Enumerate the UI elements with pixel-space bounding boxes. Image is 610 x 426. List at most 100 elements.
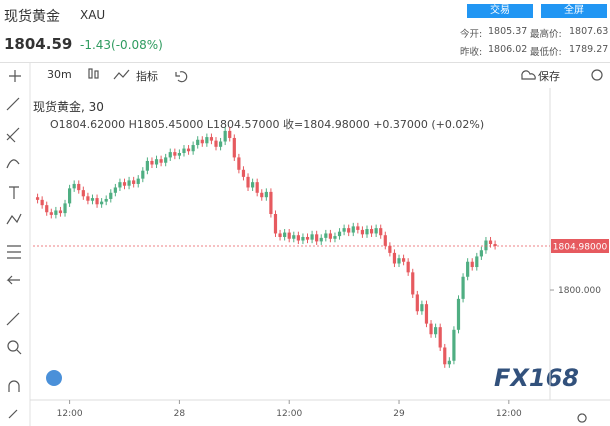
candle-body [86,196,90,201]
candle-body [337,231,342,237]
candle-body [269,191,273,214]
candle-body [58,210,63,214]
candle-body [434,327,438,335]
candle-body [365,229,369,235]
candle-body [415,294,419,312]
candle-body [54,210,58,215]
candle-body [49,212,53,215]
x-tick-label: 29 [393,409,405,419]
candle-body [218,141,223,147]
candle-body [347,228,351,233]
candle-body [310,234,314,240]
candle-body [292,235,296,239]
quote-label: 昨收: [460,47,483,58]
candle-body [475,256,479,268]
candle-body [159,159,163,163]
candle-body [81,190,85,197]
candle-body [173,152,177,156]
indicators[interactable]: 指标 [136,70,158,83]
candle-body [493,244,497,246]
candle-body [374,228,378,234]
candle-body [283,232,287,237]
candle-body [141,170,145,179]
last-price-label: 1804.98000 [553,243,608,253]
divider [0,62,610,63]
candle-body [438,327,442,348]
candle-body [278,233,282,237]
candle-body [388,245,392,253]
candle-body [447,360,451,365]
candle-body [191,145,195,152]
candle-body [461,276,465,299]
candle-body [241,169,246,177]
candle-body [452,329,456,361]
legend-title: 现货黄金, 30 [33,100,104,114]
candle-body [411,272,415,295]
candle-body [214,140,218,147]
save[interactable]: 保存 [538,70,560,83]
candle-body [63,203,67,214]
candle-body [150,160,154,165]
quote-label: 最低价: [530,47,562,58]
candle-body [68,188,72,204]
candle-body [246,176,250,188]
candle-body [168,152,172,158]
quote-label: 最高价: [530,29,562,40]
candle-body [328,233,332,239]
candle-body [200,139,204,144]
candle-body [154,159,159,165]
candle-body [77,183,81,191]
candle-body [255,182,259,193]
trade-button[interactable]: 交易 [467,4,533,18]
candle-body [223,130,227,142]
candle-body [315,234,319,242]
candle-body [209,137,214,141]
candle-body [232,137,236,158]
change: -1.43(-0.08%) [80,38,163,52]
candle-body [164,157,168,163]
quote-value: 1789.27 [569,44,609,55]
candle-body [369,229,374,234]
candle-body [186,148,191,152]
candle-body [406,261,410,273]
candle-body [296,235,300,241]
candle-body [305,236,310,240]
candle-body [420,304,424,312]
candle-body [324,233,328,238]
candle-body [72,183,76,189]
candle-body [484,240,488,251]
candle-body [104,198,108,202]
price: 1804.59 [4,35,73,53]
ohlc-legend: O1804.62000 H1805.45000 L1804.57000 收=18… [50,118,485,131]
candle-body [196,139,200,146]
symbol: XAU [80,8,106,22]
quote-value: 1805.37 [488,26,528,37]
candle-body [182,148,186,153]
interval[interactable]: 30m [47,68,72,81]
candle-body [113,187,117,193]
candle-body [456,298,461,330]
candle-body [301,236,305,241]
quote-label: 今开: [460,29,483,40]
candle-body [397,258,401,264]
candle-body [251,182,255,188]
candle-body [95,198,99,205]
candle-body [45,205,49,213]
candle-body [488,240,493,245]
candle-body [132,180,136,184]
candle-body [287,232,291,239]
quote-value: 1807.63 [569,26,609,37]
quote-value: 1806.02 [488,44,528,55]
candle-body [470,261,474,268]
candle-body [466,261,470,277]
candle-body [383,235,387,246]
x-tick-label: 12:00 [276,409,302,419]
candle-body [145,160,149,171]
candle-body [424,304,429,324]
candle-body [237,157,241,170]
fullscreen-button[interactable]: 全屏 [541,4,607,18]
watermark: FX168 [494,364,579,392]
candle-body [479,250,483,257]
